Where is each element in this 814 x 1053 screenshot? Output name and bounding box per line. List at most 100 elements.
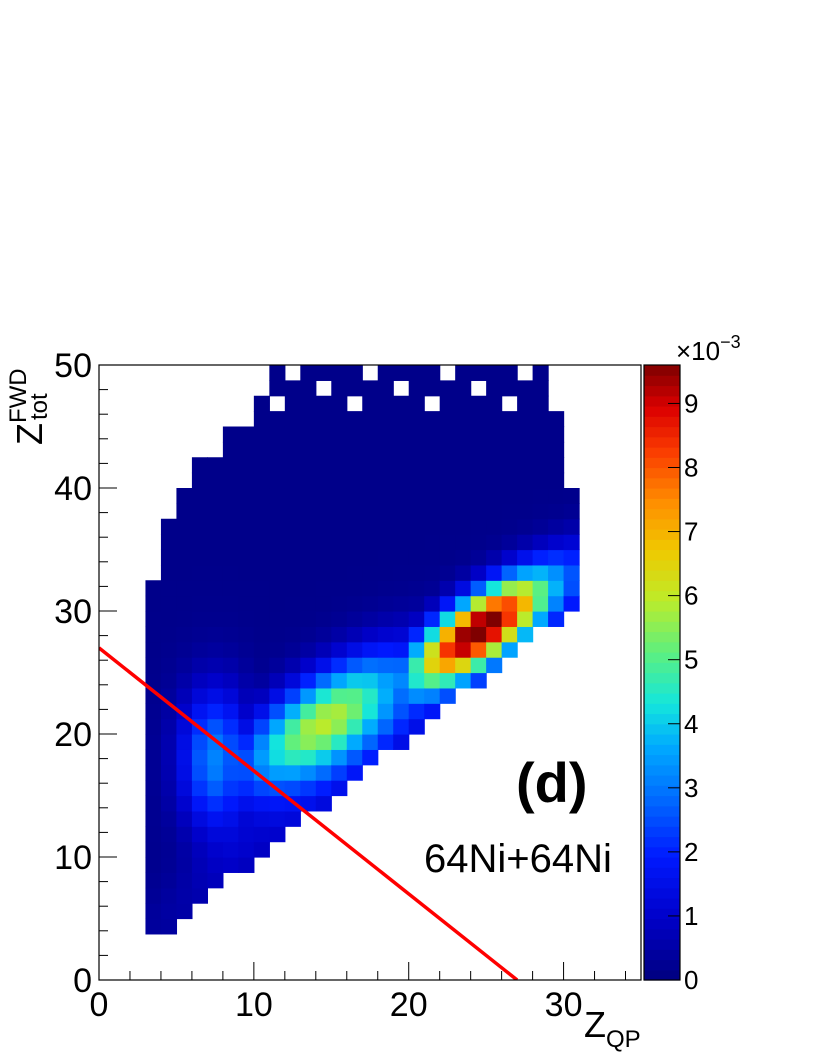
heatmap-cell [424,457,441,474]
heatmap-cell [207,641,224,658]
heatmap-cell [300,672,317,689]
heatmap-cell [269,611,286,627]
heatmap-cell [393,657,410,674]
heatmap-cell [284,641,301,658]
heatmap-cell [455,488,472,504]
heatmap-cell [207,841,224,858]
heatmap-cell [563,503,580,520]
heatmap-cell [455,518,472,535]
heatmap-cell [408,441,425,458]
heatmap-cell [517,411,534,428]
heatmap-cell [362,395,379,412]
y-tick-label: 20 [54,716,92,754]
heatmap-cell [207,810,224,827]
colorbar-segment [644,734,680,745]
heatmap-cell [377,365,394,381]
heatmap-cell [253,657,270,674]
heatmap-cell [331,626,348,643]
heatmap-cell [501,503,518,520]
heatmap-cell [207,764,224,781]
heatmap-cell [176,580,193,597]
heatmap-cell [284,580,301,597]
colorbar-tick-label: 7 [684,517,698,547]
colorbar-ticks: 0 1 2 3 4 5 6 7 8 9 [668,388,698,995]
heatmap-cell [222,657,239,674]
heatmap-cell [408,534,425,551]
heatmap-cell [331,411,348,428]
heatmap-cell [315,780,332,797]
heatmap-cell [439,503,456,520]
heatmap-cell [222,611,239,627]
heatmap-cell [548,564,565,581]
heatmap-cell [377,426,394,443]
system-label: 64Ni+64Ni [424,837,612,881]
heatmap-cell [331,687,348,704]
heatmap-cell [253,687,270,704]
heatmap-cell [331,672,348,689]
heatmap-cell [455,564,472,581]
heatmap-cell [176,657,193,674]
heatmap-cell [408,718,425,735]
heatmap-cell [470,457,487,474]
heatmap-cell [269,672,286,689]
heatmap-cell [346,657,363,674]
heatmap-cell [501,380,518,397]
heatmap-cell [393,641,410,658]
heatmap-cell [393,411,410,428]
colorbar-multiplier-base: ×10 [676,336,720,366]
heatmap-cell [222,703,239,720]
heatmap-cell [222,626,239,643]
heatmap-cell [300,780,317,797]
heatmap-cell [362,518,379,535]
heatmap-cell [191,841,208,858]
heatmap-cell [207,518,224,535]
heatmap-cell [160,887,178,904]
heatmap-cell [331,395,348,412]
heatmap-cell [408,395,425,412]
heatmap-cell [191,703,208,720]
heatmap-cell [486,564,503,581]
heatmap-cell [176,518,193,535]
heatmap-cell [408,426,425,443]
heatmap-cell [501,441,518,458]
heatmap-cell [176,611,193,627]
heatmap-cell [408,472,425,489]
heatmap-cell [300,580,317,597]
heatmap-cell [470,534,487,551]
heatmap-cell [191,641,208,658]
heatmap-cell [191,687,208,704]
heatmap-cell [207,657,224,674]
heatmap-cell [315,518,332,535]
colorbar-segment [644,611,680,622]
heatmap-cell [284,718,301,735]
x-tick-label: 0 [90,986,109,1024]
heatmap-cell [470,411,487,428]
heatmap-cell [145,764,162,781]
heatmap-cell [315,472,332,489]
heatmap-cell [315,534,332,551]
heatmap-cell [408,672,425,689]
heatmap-cell [269,365,286,381]
heatmap-cell [145,687,162,704]
heatmap-cell [517,564,534,581]
heatmap-cell [486,611,503,627]
heatmap-cell [532,426,549,443]
colorbar-segment [644,477,680,489]
heatmap-cell [300,703,317,720]
heatmap-cell [160,672,178,689]
heatmap-cell [284,626,301,643]
heatmap-cell [424,518,441,535]
heatmap-cell [269,472,286,489]
heatmap-cell [424,626,441,643]
heatmap-cell [501,426,518,443]
heatmap-cell [222,641,239,658]
heatmap-cell [470,365,487,381]
heatmap-cell [486,580,503,597]
heatmap-cell [517,488,534,504]
heatmap-cell [439,380,456,397]
heatmap-cell [532,380,549,397]
heatmap-cell [501,534,518,551]
heatmap-cell [439,426,456,443]
colorbar-segment [644,918,680,930]
heatmap-cell [393,549,410,566]
